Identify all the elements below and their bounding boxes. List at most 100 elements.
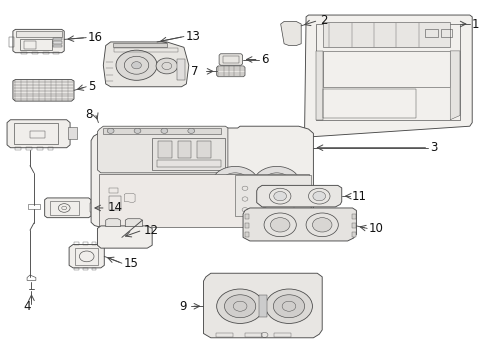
Bar (177, 140, 191, 158)
Polygon shape (281, 22, 301, 45)
Bar (158, 140, 172, 158)
Polygon shape (106, 219, 121, 226)
Bar (323, 51, 450, 87)
Circle shape (132, 62, 142, 69)
Text: 15: 15 (124, 257, 139, 270)
Polygon shape (98, 226, 152, 248)
Text: 8: 8 (85, 108, 93, 121)
Text: 12: 12 (144, 224, 159, 237)
Circle shape (270, 218, 290, 232)
Bar (15, 147, 21, 150)
Bar (53, 52, 59, 54)
Circle shape (217, 289, 264, 323)
Bar (49, 201, 79, 215)
Circle shape (262, 173, 292, 194)
Text: 9: 9 (179, 300, 186, 313)
Polygon shape (91, 126, 314, 226)
Polygon shape (125, 219, 143, 226)
Bar (74, 242, 79, 244)
Bar (37, 147, 43, 150)
Bar (26, 147, 32, 150)
Polygon shape (7, 120, 70, 148)
Bar (92, 267, 97, 270)
Bar (274, 333, 292, 337)
Bar (245, 214, 249, 220)
Text: 1: 1 (471, 18, 479, 31)
Bar (90, 203, 98, 212)
Circle shape (253, 166, 300, 201)
Circle shape (134, 129, 141, 134)
Polygon shape (203, 273, 322, 338)
Bar (9, 37, 14, 46)
Text: 7: 7 (191, 65, 198, 78)
Bar (352, 232, 356, 237)
Text: 13: 13 (185, 30, 200, 43)
Bar (441, 29, 452, 37)
Polygon shape (103, 42, 189, 87)
Text: 4: 4 (24, 300, 31, 313)
Bar (53, 45, 62, 47)
Bar (223, 56, 239, 63)
Circle shape (220, 173, 250, 194)
Bar (83, 242, 88, 244)
Bar (245, 223, 249, 228)
Circle shape (266, 289, 313, 323)
Bar (24, 41, 36, 49)
Bar (352, 223, 356, 228)
Bar (259, 296, 268, 317)
Polygon shape (305, 15, 472, 137)
Polygon shape (69, 244, 104, 268)
Bar (197, 140, 211, 158)
Bar (152, 138, 225, 170)
Polygon shape (219, 54, 243, 65)
Circle shape (116, 50, 157, 80)
Bar (43, 52, 49, 54)
Bar (176, 59, 185, 80)
Text: 2: 2 (320, 14, 327, 27)
Polygon shape (45, 198, 91, 218)
Circle shape (313, 218, 332, 232)
Bar (68, 127, 77, 139)
Bar (103, 128, 220, 134)
Circle shape (161, 129, 168, 134)
Bar (53, 38, 62, 40)
Bar (323, 89, 416, 118)
Bar (28, 204, 40, 210)
Bar (14, 123, 58, 144)
Bar (316, 24, 460, 120)
Bar (216, 333, 233, 337)
Polygon shape (13, 30, 64, 53)
Circle shape (224, 295, 256, 318)
Text: 3: 3 (430, 141, 437, 154)
Bar (21, 52, 27, 54)
Bar (53, 41, 62, 44)
Bar (323, 22, 450, 47)
Bar (83, 267, 88, 270)
Bar (245, 232, 249, 237)
Circle shape (156, 58, 177, 74)
Bar (48, 147, 53, 150)
Polygon shape (257, 185, 342, 207)
Bar (30, 131, 45, 138)
Bar (352, 214, 356, 220)
Circle shape (188, 129, 195, 134)
Polygon shape (98, 126, 228, 173)
Bar (16, 31, 62, 37)
Bar (114, 48, 177, 51)
Circle shape (274, 192, 287, 201)
Text: 5: 5 (88, 80, 95, 93)
Bar (109, 196, 122, 211)
Text: 6: 6 (261, 53, 268, 66)
Bar (294, 198, 311, 216)
Polygon shape (316, 51, 323, 120)
Bar (92, 242, 97, 244)
Polygon shape (217, 66, 245, 77)
Bar (235, 175, 311, 216)
Polygon shape (13, 80, 74, 101)
Bar (425, 29, 439, 37)
Circle shape (273, 295, 305, 318)
Text: 10: 10 (368, 222, 384, 235)
Circle shape (313, 192, 326, 201)
Bar (32, 52, 38, 54)
Text: 14: 14 (107, 202, 122, 215)
